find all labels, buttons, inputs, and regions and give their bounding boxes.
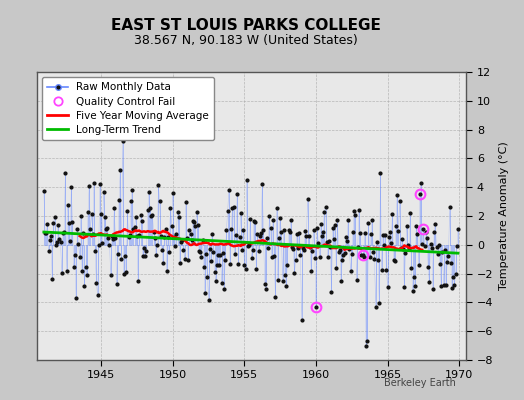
Y-axis label: Temperature Anomaly (°C): Temperature Anomaly (°C): [499, 142, 509, 290]
Legend: Raw Monthly Data, Quality Control Fail, Five Year Moving Average, Long-Term Tren: Raw Monthly Data, Quality Control Fail, …: [42, 77, 214, 140]
Text: EAST ST LOUIS PARKS COLLEGE: EAST ST LOUIS PARKS COLLEGE: [111, 18, 381, 33]
Text: Berkeley Earth: Berkeley Earth: [384, 378, 456, 388]
Text: 38.567 N, 90.183 W (United States): 38.567 N, 90.183 W (United States): [134, 34, 358, 47]
